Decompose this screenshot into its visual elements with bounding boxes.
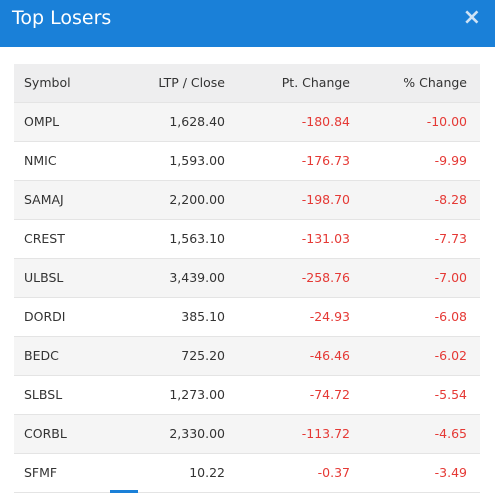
table-cell: 725.20 <box>181 348 225 363</box>
table-cell: -8.28 <box>434 192 467 207</box>
table-cell: ULBSL <box>24 270 64 285</box>
table-cell: -6.02 <box>434 348 467 363</box>
scroll-indicator <box>110 490 138 493</box>
table-row: NMIC 1,593.00 -176.73 -9.99 <box>14 142 480 181</box>
table-row: SFMF 10.22 -0.37 -3.49 <box>14 454 480 493</box>
table-cell: 1,273.00 <box>169 387 225 402</box>
table-cell: -131.03 <box>301 231 350 246</box>
table-cell: -74.72 <box>309 387 350 402</box>
title: Top Losers <box>12 7 112 29</box>
table-row: CREST 1,563.10 -131.03 -7.73 <box>14 220 480 259</box>
table-row: CORBL 2,330.00 -113.72 -4.65 <box>14 415 480 454</box>
table-cell: 1,628.40 <box>169 114 225 129</box>
table-cell: OMPL <box>24 114 60 129</box>
table-cell: -6.08 <box>434 309 467 324</box>
header: Top Losers × <box>0 0 495 47</box>
table-cell: BEDC <box>24 348 59 363</box>
table-cell: SAMAJ <box>24 192 64 207</box>
table-cell: -4.65 <box>434 426 467 441</box>
table-cell: -0.37 <box>317 465 350 480</box>
column-header: LTP / Close <box>158 75 225 90</box>
table-cell: SLBSL <box>24 387 63 402</box>
table-cell: -7.00 <box>434 270 467 285</box>
table-cell: -46.46 <box>309 348 350 363</box>
table-cell: -10.00 <box>426 114 467 129</box>
table-cell: 10.22 <box>189 465 225 480</box>
header-row: Symbol LTP / Close Pt. Change % Change <box>14 64 480 103</box>
table-row: SAMAJ 2,200.00 -198.70 -8.28 <box>14 181 480 220</box>
table-row: OMPL 1,628.40 -180.84 -10.00 <box>14 103 480 142</box>
table-row: DORDI 385.10 -24.93 -6.08 <box>14 298 480 337</box>
table-cell: 1,563.10 <box>169 231 225 246</box>
column-header: Symbol <box>24 75 71 90</box>
table-cell: -180.84 <box>301 114 350 129</box>
table-cell: SFMF <box>24 465 58 480</box>
table-cell: -3.49 <box>434 465 467 480</box>
table-cell: CORBL <box>24 426 67 441</box>
table-cell: CREST <box>24 231 65 246</box>
table-cell: -258.76 <box>301 270 350 285</box>
table-cell: DORDI <box>24 309 66 324</box>
table-cell: -5.54 <box>434 387 467 402</box>
table-cell: -9.99 <box>434 153 467 168</box>
table-cell: 385.10 <box>181 309 225 324</box>
table-cell: 1,593.00 <box>169 153 225 168</box>
table-row: BEDC 725.20 -46.46 -6.02 <box>14 337 480 376</box>
table-cell: 3,439.00 <box>169 270 225 285</box>
column-header: Pt. Change <box>281 75 350 90</box>
table-row: SLBSL 1,273.00 -74.72 -5.54 <box>14 376 480 415</box>
table-cell: NMIC <box>24 153 57 168</box>
table: Symbol LTP / Close Pt. Change % Change OMPL 1… <box>14 64 480 493</box>
table-cell: -24.93 <box>309 309 350 324</box>
column-header: % Change <box>403 75 467 90</box>
close-button[interactable]: × <box>462 5 481 30</box>
table-cell: -113.72 <box>301 426 350 441</box>
table-cell: 2,200.00 <box>169 192 225 207</box>
table-cell: -7.73 <box>434 231 467 246</box>
table-cell: 2,330.00 <box>169 426 225 441</box>
table-row: ULBSL 3,439.00 -258.76 -7.00 <box>14 259 480 298</box>
table-cell: -176.73 <box>301 153 350 168</box>
table-cell: -198.70 <box>301 192 350 207</box>
